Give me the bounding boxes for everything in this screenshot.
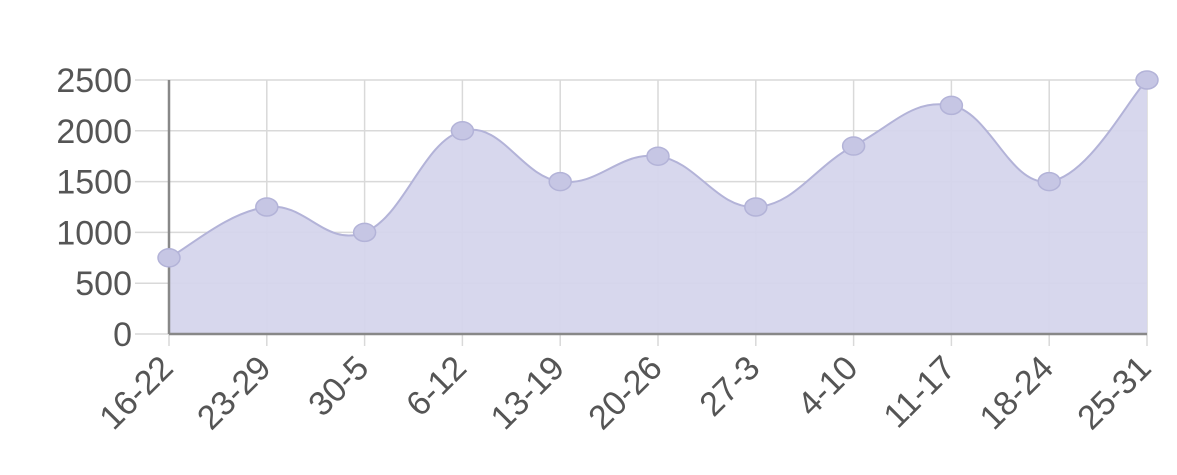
y-tick-label: 500	[75, 265, 132, 303]
data-point	[1135, 70, 1159, 90]
data-point	[939, 95, 964, 116]
y-tick-label: 1000	[56, 214, 132, 252]
series-area	[169, 80, 1147, 334]
x-tick-label: 11-17	[876, 349, 963, 436]
y-tick-label: 2500	[56, 62, 132, 100]
x-tick-label: 23-29	[190, 349, 278, 437]
data-point	[1037, 171, 1061, 192]
x-tick-label: 6-12	[399, 349, 474, 424]
x-tick-label: 25-31	[1070, 349, 1158, 437]
data-points	[157, 70, 1159, 268]
data-point	[744, 197, 768, 217]
data-point	[548, 171, 572, 192]
y-tick-labels: 0 500 1000 1500 2000 2500	[56, 62, 132, 354]
data-point	[157, 248, 181, 268]
x-tick-label: 30-5	[301, 349, 376, 424]
x-tick-label: 13-19	[483, 349, 571, 437]
x-tick-label: 4-10	[790, 349, 865, 424]
data-point	[646, 146, 670, 166]
x-tick-label: 18-24	[972, 349, 1060, 437]
data-point	[450, 121, 475, 141]
data-point	[841, 136, 866, 156]
y-tick-label: 0	[113, 316, 132, 354]
data-point	[255, 197, 279, 217]
y-tick-label: 1500	[56, 164, 132, 202]
x-tick-label: 16-22	[92, 349, 180, 437]
x-tick-label: 27-3	[692, 349, 767, 424]
y-tick-label: 2000	[56, 113, 132, 151]
data-point	[352, 222, 377, 243]
x-tick-labels: 16-22 23-29 30-5 6-12 13-19 20-26 27-3 4-10 11-1…	[92, 349, 1158, 437]
x-tick-label: 20-26	[581, 349, 669, 437]
